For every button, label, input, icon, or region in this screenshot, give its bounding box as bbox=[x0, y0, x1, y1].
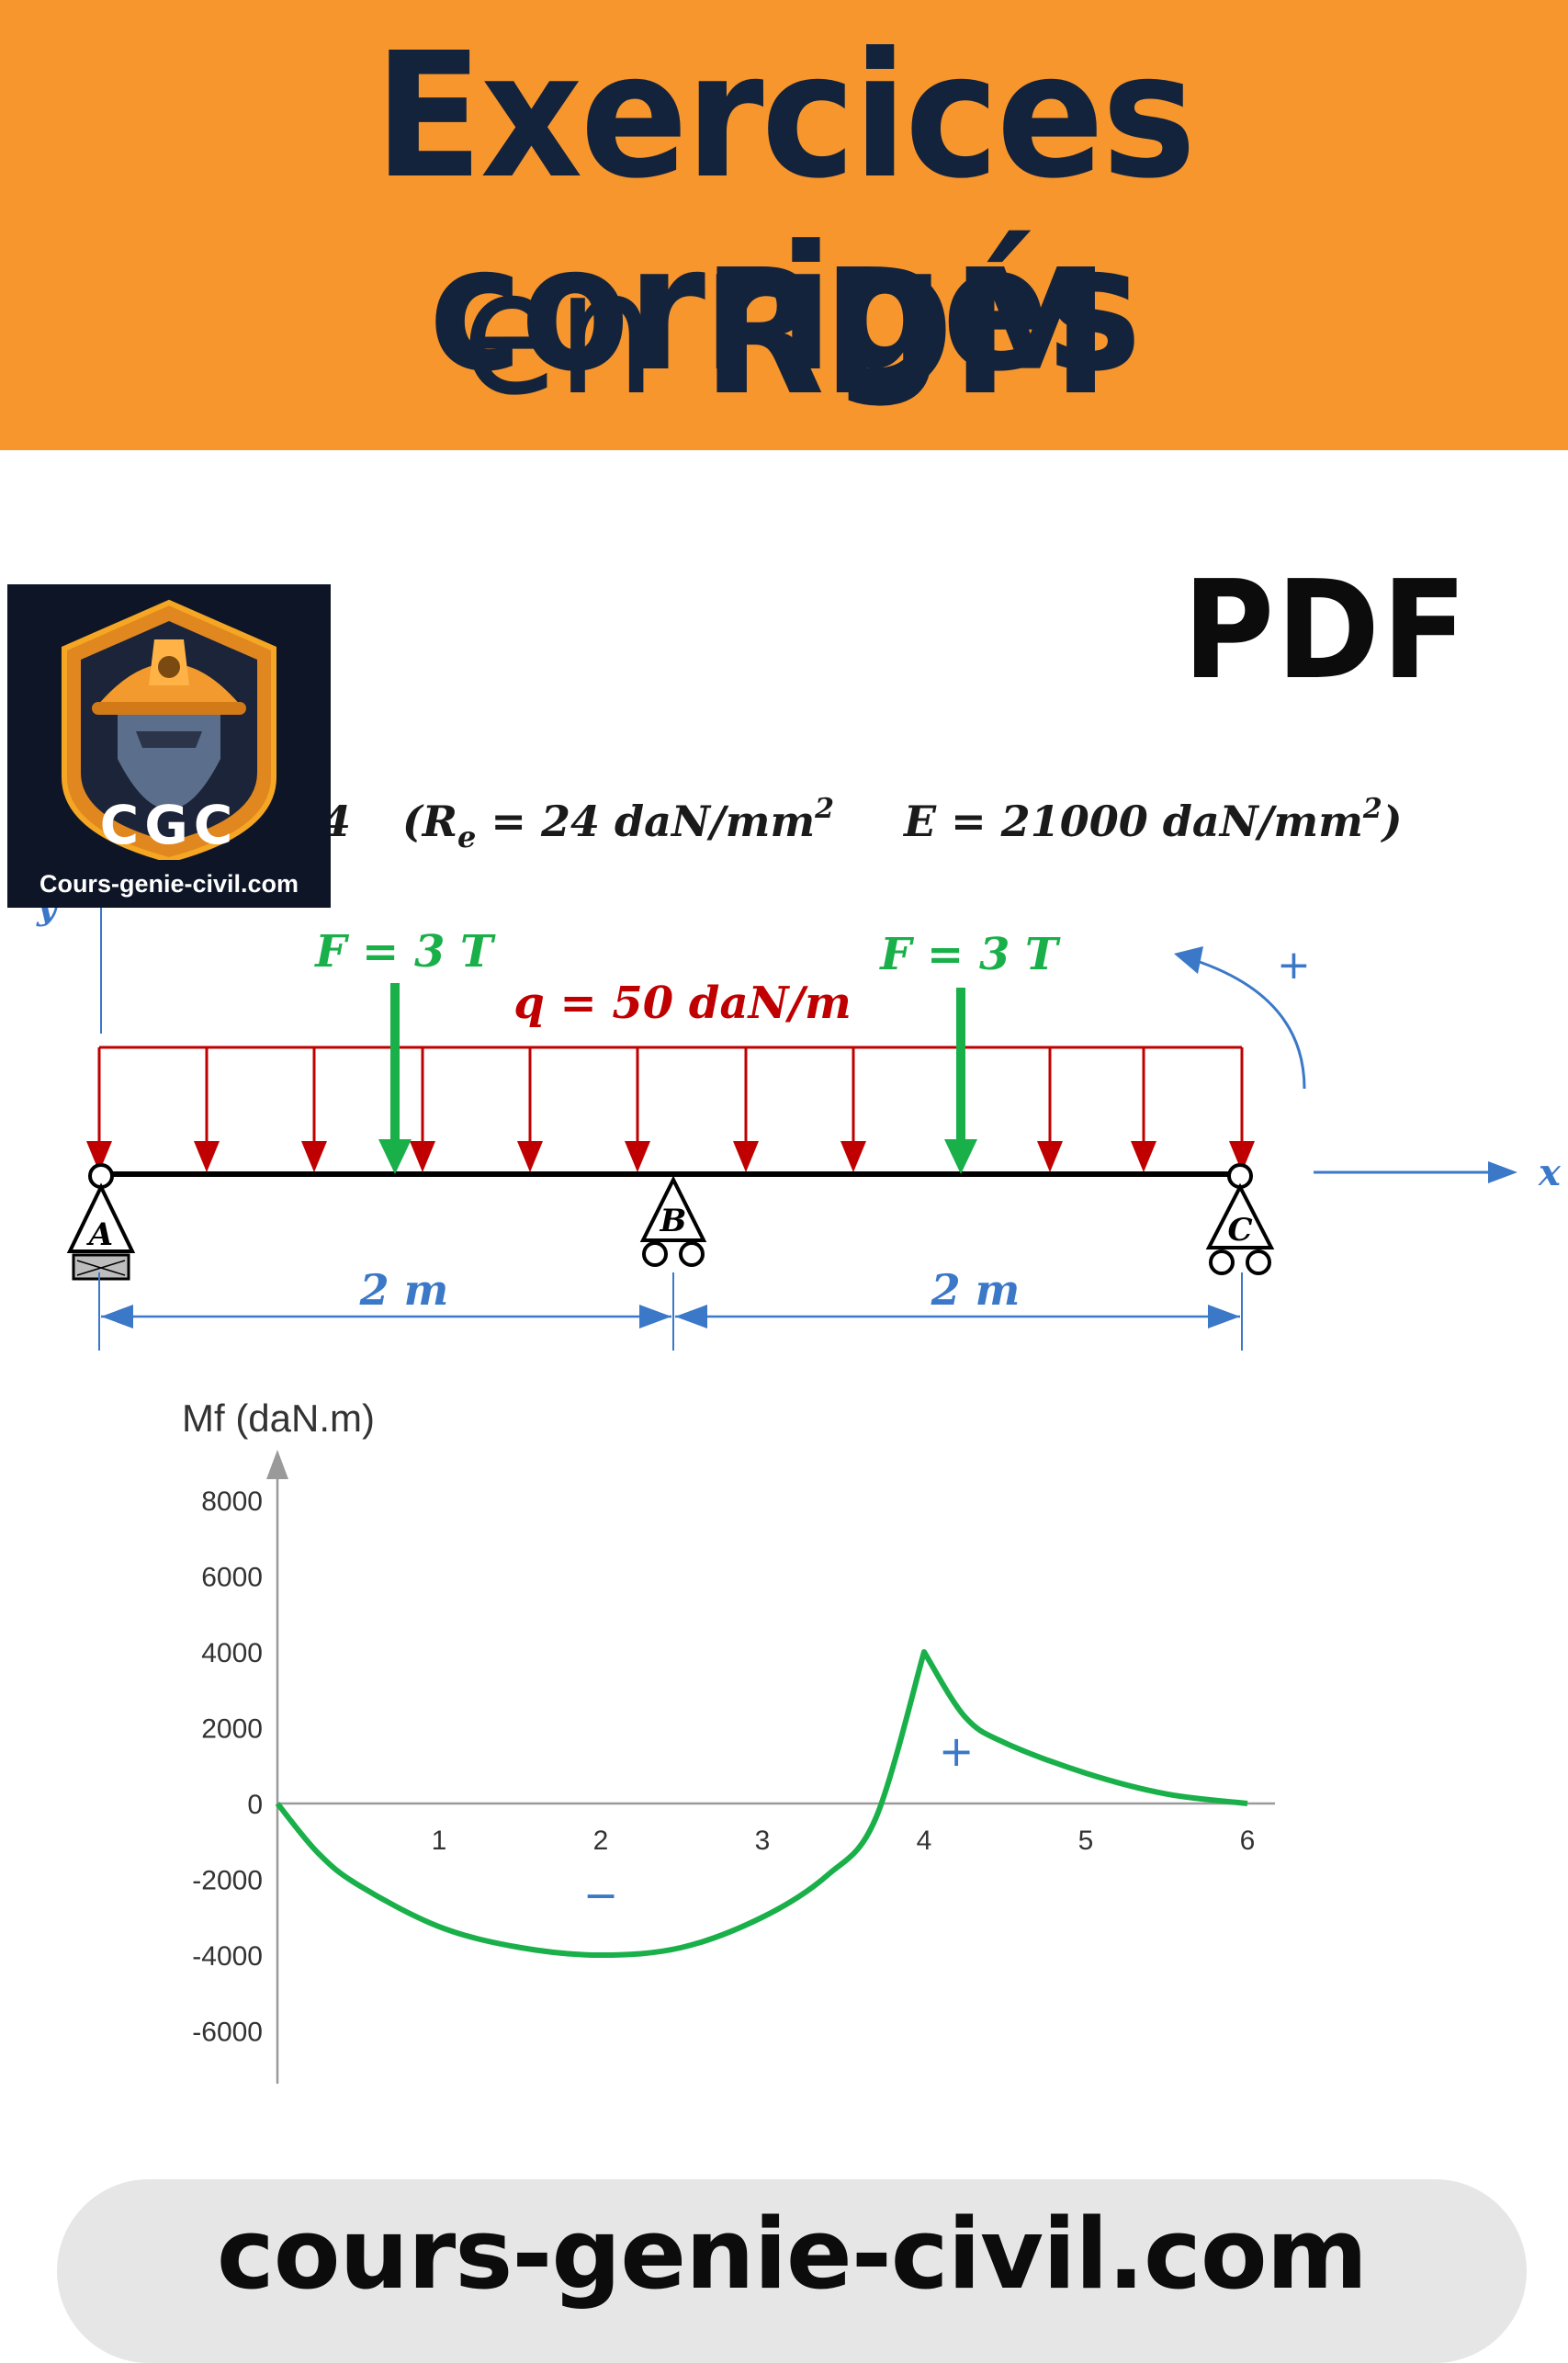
chart-ylabel: Mf (daN.m) bbox=[182, 1396, 375, 1440]
y-tick-label: 8000 bbox=[201, 1487, 263, 1517]
force-left-label: F = 3 T bbox=[313, 926, 496, 978]
formula-re-value: = 24 daN/mm bbox=[476, 797, 815, 846]
logo-initials: CGC bbox=[99, 794, 239, 856]
x-axis-label: x bbox=[1538, 1151, 1562, 1194]
footer-url[interactable]: cours-genie-civil.com bbox=[216, 2198, 1368, 2311]
moment-curve bbox=[275, 1649, 1248, 1958]
engineer-helmet-icon bbox=[62, 599, 276, 860]
formula-close: ) bbox=[1381, 797, 1403, 846]
formula-re-sub: e bbox=[457, 820, 476, 854]
load-label: q = 50 daN/m bbox=[513, 978, 852, 1029]
load-arrows bbox=[86, 1047, 1255, 1172]
span-right-label: 2 m bbox=[931, 1265, 1021, 1315]
force-right-label: F = 3 T bbox=[878, 929, 1061, 980]
load-arrow-head bbox=[410, 1141, 435, 1172]
chart-y-axis-head bbox=[266, 1450, 288, 1479]
chart-sign-annotation: − bbox=[583, 1871, 619, 1920]
formula-re-exp: 2 bbox=[814, 793, 834, 825]
chart-sign-annotation: + bbox=[939, 1726, 975, 1776]
load-arrow-head bbox=[517, 1141, 543, 1172]
load-arrow-head bbox=[1037, 1141, 1063, 1172]
load-arrow-head bbox=[1229, 1141, 1255, 1172]
y-tick-label: 4000 bbox=[201, 1638, 263, 1668]
chart-y-ticks: 8000 6000 4000 2000 0 -2000 -4000 -6000 bbox=[192, 1487, 263, 2048]
site-logo: CGC Cours-genie-civil.com bbox=[7, 584, 331, 908]
y-tick-label: -4000 bbox=[192, 1941, 263, 1972]
x-tick-label: 5 bbox=[1078, 1826, 1094, 1856]
load-arrow-head bbox=[840, 1141, 866, 1172]
banner-prefix: en bbox=[460, 232, 703, 434]
pdf-label: PDF bbox=[1182, 551, 1469, 709]
x-axis-head bbox=[1488, 1161, 1517, 1183]
dimension-right-head-c bbox=[1208, 1305, 1240, 1328]
x-tick-label: 6 bbox=[1240, 1826, 1256, 1856]
dimension-left-head-b bbox=[639, 1305, 671, 1328]
span-left-label: 2 m bbox=[359, 1265, 449, 1315]
x-tick-label: 2 bbox=[593, 1826, 609, 1856]
support-b-label: B bbox=[660, 1203, 687, 1239]
x-tick-label: 3 bbox=[755, 1826, 771, 1856]
load-arrow-head bbox=[733, 1141, 759, 1172]
load-arrow-head bbox=[625, 1141, 650, 1172]
formula-line: 4 (Re = 24 daN/mm2 E = 21000 daN/mm2) bbox=[321, 778, 1403, 854]
banner-title-line1: Exercices corrigés bbox=[374, 16, 1196, 410]
logo-caption: Cours-genie-civil.com bbox=[39, 870, 299, 898]
support-b bbox=[639, 1175, 707, 1267]
beam-diagram: 4 (Re = 24 daN/mm2 E = 21000 daN/mm2) y … bbox=[36, 778, 1562, 2084]
moment-sign: + bbox=[1277, 942, 1311, 989]
x-tick-label: 1 bbox=[432, 1826, 447, 1856]
moment-convention-head bbox=[1174, 946, 1203, 974]
y-tick-label: 6000 bbox=[201, 1563, 263, 1593]
moment-convention-arc bbox=[1193, 958, 1306, 1090]
y-tick-label: 2000 bbox=[201, 1714, 263, 1745]
y-tick-label: -2000 bbox=[192, 1866, 263, 1896]
formula-e: E = 21000 daN/mm bbox=[902, 797, 1363, 846]
support-a-label: A bbox=[86, 1216, 113, 1253]
chart-x-ticks: 1 2 3 4 5 6 bbox=[432, 1826, 1256, 1856]
title-banner bbox=[0, 0, 1568, 450]
dimension-left-head-a bbox=[101, 1305, 133, 1328]
banner-title-line2: en RDM bbox=[62, 237, 1505, 430]
support-c-label: C bbox=[1227, 1212, 1252, 1249]
support-a bbox=[66, 1163, 136, 1281]
footer-pill bbox=[57, 2179, 1527, 2363]
force-right-head bbox=[944, 1139, 977, 1174]
load-arrow-head bbox=[301, 1141, 327, 1172]
force-left-head bbox=[378, 1139, 412, 1174]
formula-re: (R bbox=[402, 797, 457, 846]
y-tick-label: -6000 bbox=[192, 2018, 263, 2048]
moment-chart: Mf (daN.m) 8000 6000 4000 2000 0 -2000 -4000 -6… bbox=[182, 1396, 1275, 2084]
load-arrow-head bbox=[86, 1141, 112, 1172]
formula-e-exp: 2 bbox=[1362, 793, 1382, 825]
load-arrow-head bbox=[194, 1141, 220, 1172]
support-c bbox=[1205, 1163, 1275, 1275]
dimension-right-head-b bbox=[675, 1305, 707, 1328]
load-arrow-head bbox=[1131, 1141, 1156, 1172]
y-tick-label: 0 bbox=[247, 1790, 263, 1820]
x-tick-label: 4 bbox=[917, 1826, 932, 1856]
banner-rdm: RDM bbox=[702, 232, 1110, 434]
chart-annotations: −+ bbox=[583, 1726, 975, 1920]
